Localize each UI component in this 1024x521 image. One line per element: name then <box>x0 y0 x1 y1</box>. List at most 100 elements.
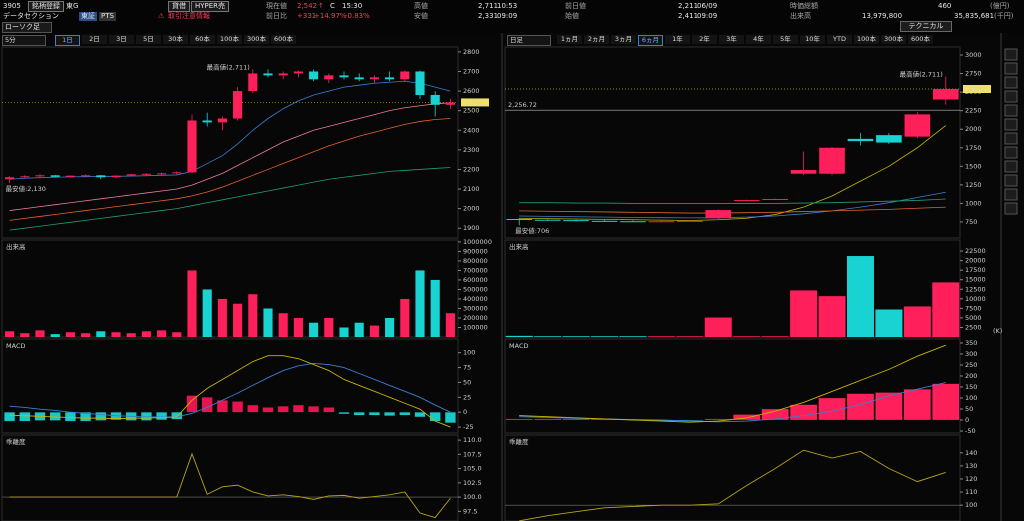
y-tick-label: 102.5 <box>463 479 482 487</box>
volume-bar <box>647 336 675 337</box>
period-button[interactable]: 600本 <box>271 35 296 44</box>
y-tick-label: 2400 <box>463 126 480 134</box>
tool-icon[interactable] <box>1004 188 1018 201</box>
market: 東G <box>66 2 79 10</box>
candle-body <box>648 221 675 223</box>
macd-histogram <box>292 404 304 413</box>
period-button[interactable]: 3ヵ月 <box>611 35 636 44</box>
period-button[interactable]: 300本 <box>244 35 269 44</box>
macd-histogram <box>875 392 903 421</box>
y-tick-label: 1500 <box>965 162 982 170</box>
tool-icon[interactable] <box>1004 76 1018 89</box>
macd-histogram <box>533 418 562 421</box>
period-button[interactable]: 2日 <box>82 35 107 44</box>
interval-select[interactable]: 日足 <box>507 35 551 46</box>
y-tick-label: 1000000 <box>463 238 492 246</box>
y-tick-label: 20000 <box>965 257 986 265</box>
volume-bar <box>5 331 15 337</box>
panel-frame <box>504 338 961 434</box>
y-tick-label: 130 <box>965 462 977 470</box>
volume-bar <box>505 335 533 337</box>
period-button[interactable]: 300本 <box>881 35 906 44</box>
tool-icon[interactable] <box>1004 48 1018 61</box>
macd-histogram <box>19 412 31 422</box>
period-button[interactable]: 600本 <box>908 35 933 44</box>
candle-body <box>187 120 197 173</box>
y-tick-label: 600000 <box>463 276 488 284</box>
panel-frame <box>1 338 459 434</box>
current-price-box <box>963 84 991 93</box>
interval-select[interactable]: 5分 <box>2 35 46 46</box>
y-tick-label: 3000 <box>965 51 982 59</box>
period-button[interactable]: 6ヵ月 <box>638 35 663 46</box>
volume-bar <box>369 325 379 337</box>
period-button[interactable]: YTD <box>827 35 852 44</box>
y-tick-label: 50 <box>463 378 471 386</box>
label: 前日値 <box>565 2 586 10</box>
y-tick-label: 100 <box>463 349 475 357</box>
company-name: データセクション <box>3 12 59 20</box>
macd-histogram <box>277 406 289 413</box>
tool-icon[interactable] <box>1004 118 1018 131</box>
candle-body <box>248 73 258 92</box>
period-button[interactable]: 3日 <box>109 35 134 44</box>
period-button[interactable]: 30本 <box>163 35 188 44</box>
deviation-line <box>519 449 946 521</box>
volume-bar <box>309 322 319 337</box>
period-button[interactable]: 100本 <box>854 35 879 44</box>
period-button[interactable]: 1日 <box>55 35 80 46</box>
tool-icon[interactable] <box>1004 202 1018 215</box>
period-button[interactable]: 5日 <box>136 35 161 44</box>
tool-icon[interactable] <box>1004 174 1018 187</box>
volume-bar <box>20 333 30 337</box>
y-tick-label: 22500 <box>965 247 986 255</box>
panel: 140 130 120 110 100 乖離度 <box>505 437 977 521</box>
candle-body <box>5 177 15 180</box>
volume-bar <box>65 332 75 337</box>
macd-histogram <box>733 414 761 421</box>
candle-body <box>309 71 319 80</box>
volume-bar <box>233 303 243 337</box>
register-button[interactable]: 銘柄登録 <box>28 1 64 12</box>
alert-icon: ⚠ <box>158 12 165 20</box>
period-button[interactable]: 60本 <box>190 35 215 44</box>
period-button[interactable]: 4年 <box>746 35 771 44</box>
period-button[interactable]: 1年 <box>665 35 690 44</box>
candle-body <box>445 102 455 105</box>
tool-icon[interactable] <box>1004 90 1018 103</box>
y-tick-label: 2000 <box>463 205 480 213</box>
exchange-tab[interactable]: 東証 <box>79 12 97 21</box>
exchange-tab[interactable]: PTS <box>99 12 116 21</box>
volume-bar <box>50 334 60 337</box>
volume-bar <box>704 317 732 337</box>
macd-histogram <box>562 418 590 421</box>
alert[interactable]: 取引注意情報 <box>168 12 210 20</box>
candle-body <box>111 175 121 178</box>
period-button[interactable]: 3年 <box>719 35 744 44</box>
tool-icon[interactable] <box>1004 160 1018 173</box>
volume-bar <box>35 330 45 337</box>
period-button[interactable]: 10年 <box>800 35 825 44</box>
y-tick-label: 900000 <box>463 247 488 255</box>
tool-icon[interactable] <box>1004 146 1018 159</box>
macd-histogram <box>308 406 320 413</box>
tool-icon[interactable] <box>1004 132 1018 145</box>
period-button[interactable]: 1ヵ月 <box>557 35 582 44</box>
period-button[interactable]: 5年 <box>773 35 798 44</box>
y-tick-label: 2500 <box>965 323 982 331</box>
volume-bar <box>187 270 197 337</box>
flag: C <box>330 2 335 10</box>
value: 2,211 <box>678 2 699 10</box>
chart-kind-select[interactable]: ローソク足 <box>2 22 52 33</box>
period-button[interactable]: 2年 <box>692 35 717 44</box>
label: 前日比 <box>266 12 287 20</box>
period-button[interactable]: 100本 <box>217 35 242 44</box>
technical-button[interactable]: テクニカル <box>900 21 952 32</box>
y-tick-label: 100 <box>965 394 977 402</box>
period-button[interactable]: 2ヵ月 <box>584 35 609 44</box>
macd-histogram <box>80 412 92 422</box>
tool-icon[interactable] <box>1004 104 1018 117</box>
tool-icon[interactable] <box>1004 62 1018 75</box>
volume-bar <box>96 331 106 337</box>
